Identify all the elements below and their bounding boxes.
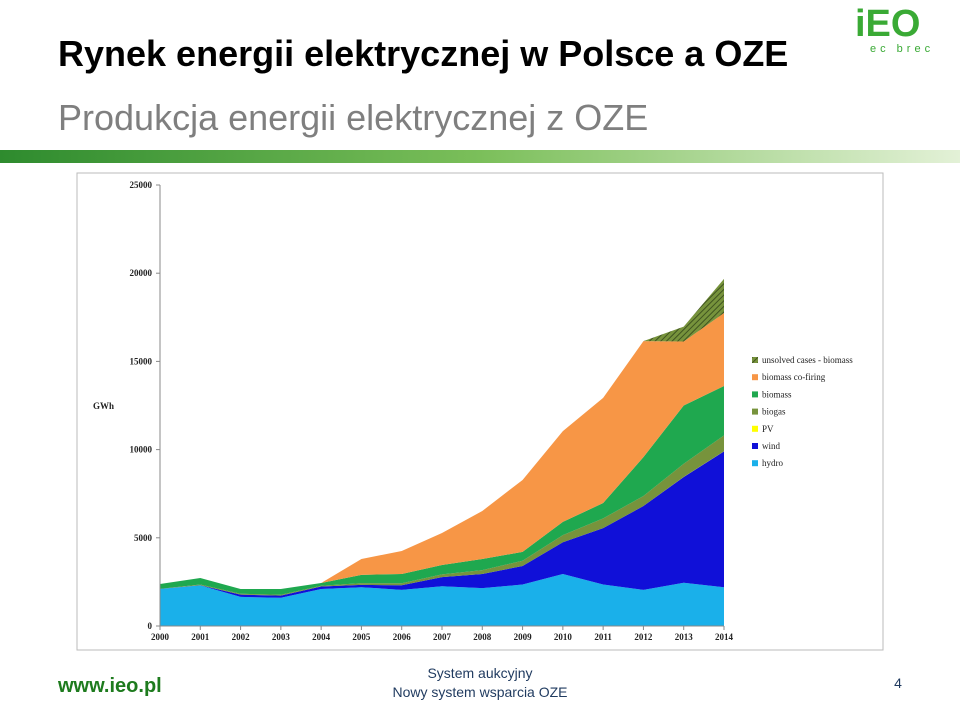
logo-mark: iEO — [855, 3, 920, 45]
legend-label: PV — [762, 424, 774, 434]
legend-swatch — [752, 391, 758, 398]
legend-label: unsolved cases - biomass — [762, 355, 853, 365]
x-tick-label: 2004 — [312, 632, 331, 642]
slide-subtitle: Produkcja energii elektrycznej z OZE — [58, 97, 648, 138]
y-tick-label: 5000 — [134, 533, 153, 543]
y-tick-label: 0 — [148, 621, 153, 631]
x-tick-label: 2000 — [151, 632, 170, 642]
area — [160, 435, 724, 596]
x-tick-label: 2007 — [433, 632, 452, 642]
page-number: 4 — [894, 675, 902, 691]
x-tick-label: 2008 — [473, 632, 492, 642]
x-tick-label: 2009 — [514, 632, 533, 642]
footer-url: www.ieo.pl — [57, 675, 162, 697]
legend-label: biogas — [762, 407, 786, 417]
x-tick-label: 2005 — [352, 632, 371, 642]
x-tick-label: 2006 — [393, 632, 412, 642]
legend-label: biomass co-firing — [762, 372, 826, 382]
area — [160, 312, 724, 589]
logo-text: ec brec — [870, 43, 934, 55]
x-tick-label: 2014 — [715, 632, 734, 642]
y-tick-label: 20000 — [130, 268, 153, 278]
footer-subtitle: Nowy system wsparcia OZE — [392, 684, 567, 700]
x-tick-label: 2011 — [594, 632, 612, 642]
area — [160, 573, 724, 626]
legend-swatch — [752, 408, 758, 415]
legend-swatch — [752, 425, 758, 432]
legend-swatch — [752, 460, 758, 467]
x-tick-label: 2012 — [634, 632, 653, 642]
slide-title: Rynek energii elektrycznej w Polsce a OZ… — [58, 33, 788, 74]
x-tick-label: 2001 — [191, 632, 210, 642]
area — [160, 451, 724, 598]
x-tick-label: 2013 — [675, 632, 694, 642]
legend-label: wind — [762, 441, 781, 451]
y-tick-label: 15000 — [130, 356, 153, 366]
header-bar — [0, 150, 960, 163]
legend-swatch — [752, 443, 758, 449]
x-tick-label: 2010 — [554, 632, 573, 642]
legend-swatch — [752, 374, 758, 381]
y-tick-label: 10000 — [130, 445, 153, 455]
y-tick-label: 25000 — [130, 180, 153, 190]
legend-label: hydro — [762, 458, 783, 468]
x-tick-label: 2002 — [232, 632, 251, 642]
chart: 0 5000 10000 15000 20000 25000 2000 2001 2002 200… — [93, 180, 853, 642]
x-tick-label: 2003 — [272, 632, 291, 642]
legend-swatch — [752, 357, 758, 363]
footer-title: System aukcyjny — [427, 665, 532, 681]
y-axis-label: GWh — [93, 401, 114, 411]
legend-label: biomass — [762, 389, 792, 399]
